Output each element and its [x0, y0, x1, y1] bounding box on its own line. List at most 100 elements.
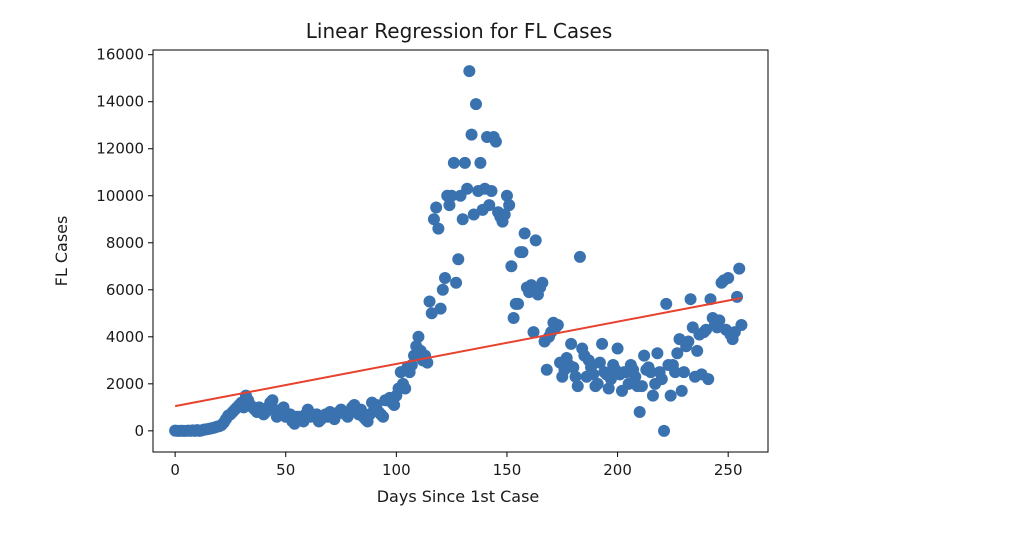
- data-point: [467, 208, 480, 221]
- data-point: [611, 342, 624, 355]
- data-point: [677, 366, 690, 379]
- data-point: [469, 98, 482, 111]
- data-point: [638, 349, 651, 362]
- data-point: [713, 314, 726, 327]
- data-point: [377, 410, 390, 423]
- data-point: [704, 293, 717, 306]
- data-point: [591, 377, 604, 390]
- data-point: [463, 65, 476, 78]
- data-point: [735, 319, 748, 332]
- data-point: [602, 382, 615, 395]
- x-tick-label: 150: [493, 461, 522, 479]
- data-point: [669, 366, 682, 379]
- data-point: [651, 347, 664, 360]
- data-point: [430, 201, 443, 214]
- data-point: [593, 356, 606, 369]
- y-axis: 0 2000 4000 6000 8000 10000 12000 14000 16000: [96, 46, 153, 440]
- data-point: [436, 283, 449, 296]
- data-point: [447, 156, 460, 169]
- x-axis: 0 50 100 150 200 250: [170, 452, 743, 479]
- data-point: [700, 323, 713, 336]
- x-axis-label: Days Since 1st Case: [377, 487, 540, 506]
- data-point: [587, 368, 600, 381]
- data-point: [458, 156, 471, 169]
- x-tick-label: 0: [170, 461, 180, 479]
- data-point: [529, 234, 542, 247]
- data-point: [461, 182, 474, 195]
- data-point: [733, 262, 746, 275]
- chart-title: Linear Regression for FL Cases: [306, 19, 613, 43]
- x-tick-label: 50: [276, 461, 295, 479]
- data-point: [507, 312, 520, 324]
- data-point: [540, 363, 553, 376]
- plot-frame: [152, 49, 769, 453]
- data-point: [675, 384, 688, 397]
- y-tick-label: 6000: [106, 281, 144, 299]
- x-tick-label: 250: [714, 461, 743, 479]
- data-point: [644, 366, 657, 379]
- data-point: [489, 135, 502, 148]
- data-point: [423, 295, 436, 308]
- data-point: [465, 128, 478, 141]
- data-point: [635, 380, 648, 393]
- data-point: [399, 382, 412, 395]
- y-tick-label: 16000: [96, 46, 144, 64]
- data-point: [425, 307, 438, 320]
- data-point: [498, 208, 511, 221]
- data-point: [565, 337, 578, 350]
- data-point: [551, 319, 564, 332]
- data-point: [691, 344, 704, 357]
- data-point: [682, 335, 695, 348]
- data-point: [702, 373, 715, 386]
- y-tick-label: 8000: [106, 234, 144, 252]
- y-tick-label: 12000: [96, 140, 144, 158]
- data-point: [443, 199, 456, 212]
- data-point: [660, 297, 673, 310]
- data-point: [388, 398, 401, 411]
- data-point: [485, 185, 498, 198]
- data-point: [432, 222, 445, 235]
- data-point: [518, 227, 531, 240]
- data-point: [646, 389, 659, 402]
- data-point: [266, 394, 279, 407]
- y-tick-label: 14000: [96, 93, 144, 111]
- data-point: [421, 356, 434, 369]
- data-point: [684, 293, 697, 306]
- data-point: [629, 370, 642, 383]
- data-point: [439, 272, 452, 285]
- data-point: [434, 302, 447, 315]
- data-point: [655, 373, 668, 386]
- y-tick-label: 0: [134, 422, 144, 440]
- data-point: [516, 246, 529, 259]
- data-point: [604, 373, 617, 386]
- data-point: [571, 380, 584, 393]
- data-point: [427, 213, 440, 226]
- data-point: [512, 297, 525, 310]
- data-point: [452, 253, 465, 266]
- data-point: [527, 326, 540, 339]
- data-point: [450, 276, 463, 289]
- data-point: [505, 260, 518, 273]
- data-point: [671, 347, 684, 360]
- data-point: [445, 189, 458, 202]
- data-point: [569, 370, 582, 383]
- y-axis-label: FL Cases: [52, 216, 71, 287]
- regression-series: [174, 297, 742, 408]
- regression-line: [174, 297, 742, 408]
- data-point: [503, 199, 516, 212]
- data-point: [596, 337, 609, 350]
- data-point: [567, 361, 580, 374]
- data-point: [536, 276, 549, 289]
- data-point: [456, 213, 469, 226]
- data-point: [573, 250, 586, 263]
- data-point: [658, 424, 671, 437]
- data-point: [731, 290, 744, 303]
- x-tick-label: 100: [382, 461, 411, 479]
- data-point: [664, 389, 677, 402]
- y-tick-label: 2000: [106, 375, 144, 393]
- y-tick-label: 4000: [106, 328, 144, 346]
- scatter-series: [169, 65, 748, 437]
- data-point: [412, 330, 425, 343]
- data-point: [633, 406, 646, 419]
